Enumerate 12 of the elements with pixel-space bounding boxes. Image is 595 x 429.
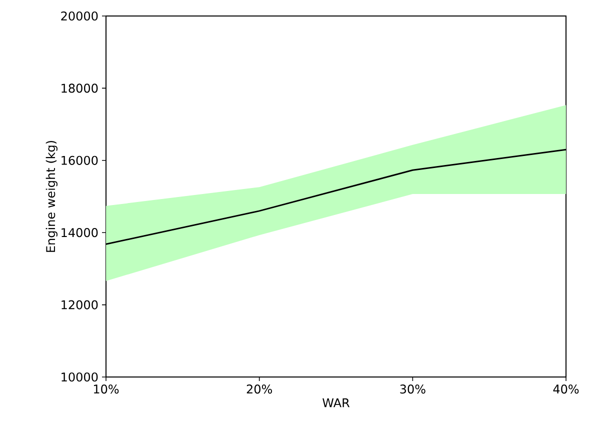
x-tick-label: 40% — [553, 384, 579, 394]
y-tick-label: 16000 — [62, 156, 98, 165]
x-tick-label: 30% — [400, 384, 426, 394]
y-axis-title: Engine weight (kg) — [46, 140, 58, 252]
x-axis-title: WAR — [322, 398, 350, 408]
y-tick-label: 14000 — [62, 228, 98, 238]
y-tick-label: 10000 — [62, 372, 98, 382]
y-tick-label: 12000 — [62, 300, 98, 310]
x-tick-label: 20% — [246, 384, 272, 394]
y-tick-label: 18000 — [62, 84, 98, 93]
x-tick-label: 10% — [94, 384, 119, 394]
y-tick-label: 20000 — [61, 11, 98, 21]
